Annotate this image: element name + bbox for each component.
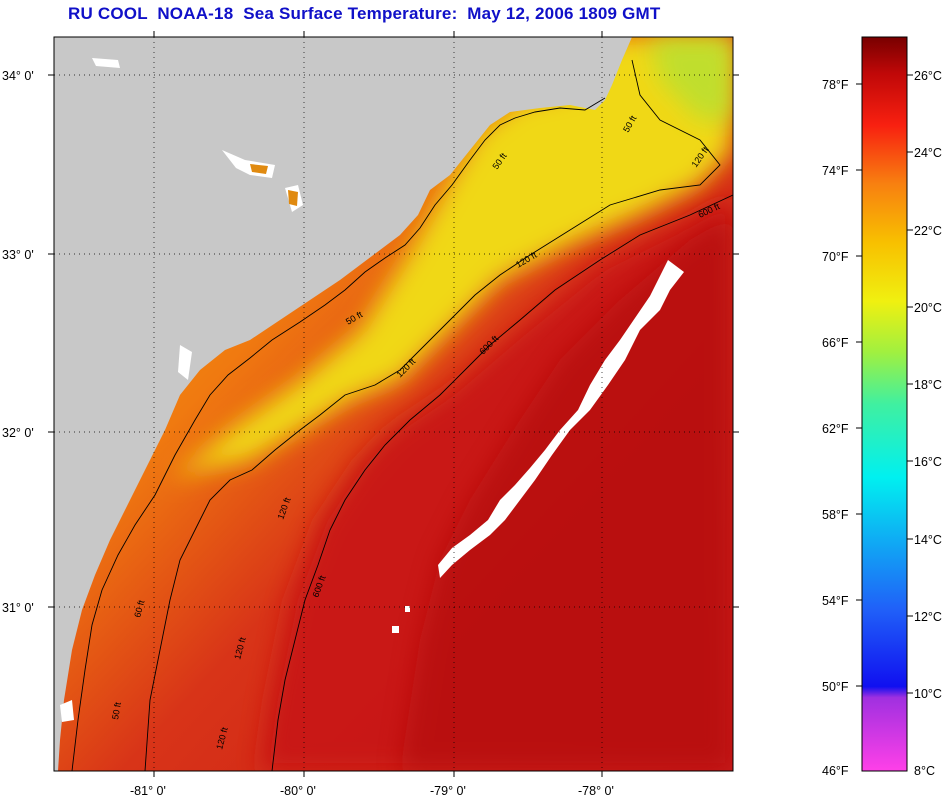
cb-c-label: 8°C [914, 764, 935, 778]
colorbar-fahrenheit-labels: 78°F 74°F 70°F 66°F 62°F 58°F 54°F 50°F … [822, 78, 849, 778]
lon-label: -81° 0' [130, 784, 166, 798]
map-frame [53, 36, 734, 772]
lat-label: 31° 0' [2, 601, 34, 615]
cb-f-label: 78°F [822, 78, 849, 92]
cb-c-label: 26°C [914, 69, 942, 83]
contour-600ft [271, 194, 733, 771]
contour-label: 50 ft [110, 701, 123, 720]
cb-c-label: 22°C [914, 224, 942, 238]
cb-c-label: 20°C [914, 301, 942, 315]
cb-f-label: 62°F [822, 422, 849, 436]
colorbar-celsius-labels: 26°C 24°C 22°C 20°C 18°C 16°C 14°C 12°C … [914, 69, 942, 778]
cb-c-label: 10°C [914, 687, 942, 701]
warm-core-layer [400, 215, 733, 771]
longitude-labels: -81° 0' -80° 0' -79° 0' -78° 0' [130, 784, 614, 798]
cb-f-label: 70°F [822, 250, 849, 264]
land-coast [54, 37, 632, 771]
lat-label: 34° 0' [2, 69, 34, 83]
lat-label: 32° 0' [2, 426, 34, 440]
cb-c-label: 16°C [914, 455, 942, 469]
graticule [54, 37, 733, 771]
colorbar-ramp [861, 36, 908, 772]
cb-f-label: 66°F [822, 336, 849, 350]
lon-label: -80° 0' [280, 784, 316, 798]
cool-plume-layer [650, 37, 733, 120]
lon-label: -79° 0' [430, 784, 466, 798]
shelf-water-layer [170, 37, 733, 480]
cb-c-label: 14°C [914, 533, 942, 547]
cb-c-label: 24°C [914, 146, 942, 160]
depth-contours [71, 59, 733, 771]
map-area: 50 ft 50 ft 120 ft 120 ft 600 ft 50 ft 1… [54, 37, 733, 771]
lat-label: 33° 0' [2, 248, 34, 262]
contour-label: 60 ft [132, 599, 146, 619]
cloud-mask [392, 260, 684, 633]
colorbar-ticks [856, 74, 913, 694]
cb-c-label: 12°C [914, 610, 942, 624]
lon-label: -78° 0' [578, 784, 614, 798]
cb-c-label: 18°C [914, 378, 942, 392]
cb-f-label: 58°F [822, 508, 849, 522]
cb-f-label: 46°F [822, 764, 849, 778]
contour-50ft [71, 97, 606, 771]
cb-f-label: 74°F [822, 164, 849, 178]
latitude-labels: 34° 0' 33° 0' 32° 0' 31° 0' [2, 69, 34, 615]
contour-120ft [144, 59, 721, 771]
inland-warm-spots [250, 164, 298, 206]
cb-f-label: 50°F [822, 680, 849, 694]
cb-f-label: 54°F [822, 594, 849, 608]
colorbar: 78°F 74°F 70°F 66°F 62°F 58°F 54°F 50°F … [822, 36, 942, 778]
frame-ticks [48, 31, 739, 777]
map-title: RU COOL NOAA-18 Sea Surface Temperature:… [68, 4, 661, 23]
